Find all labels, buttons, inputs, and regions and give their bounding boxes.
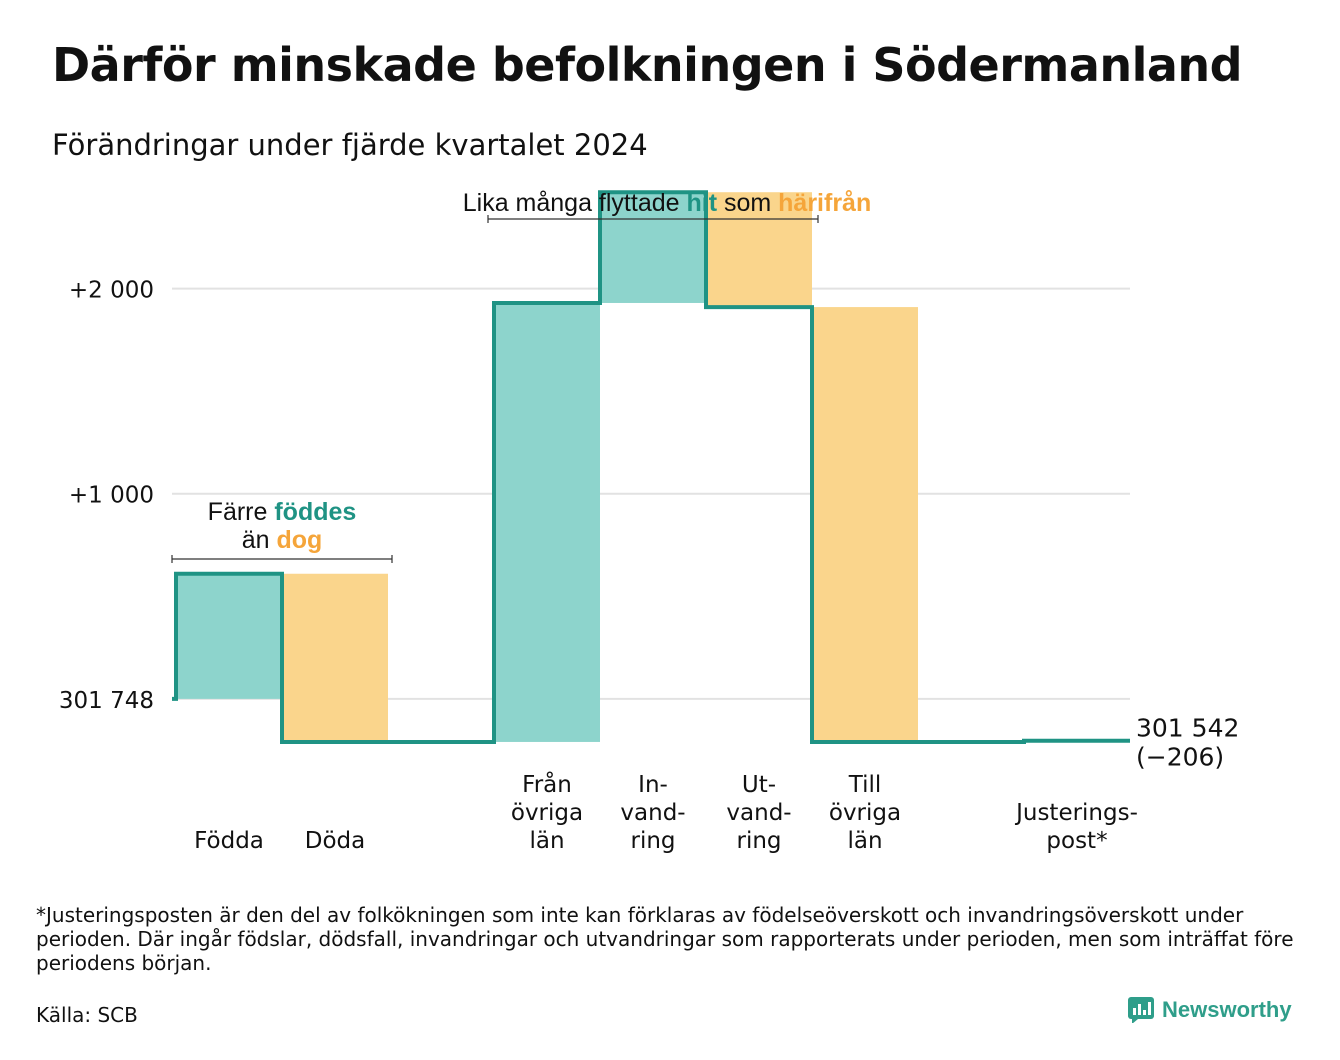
annotation-migration: Lika många flyttade hit som härifrån <box>463 189 872 217</box>
x-category-label: In- <box>638 772 668 798</box>
newsworthy-logo-icon <box>1128 997 1154 1023</box>
annotation-part: föddes <box>274 498 356 526</box>
x-category-label: vand- <box>726 800 791 826</box>
annotation-part: dog <box>276 526 322 554</box>
chart-title: Därför minskade befolkningen i Södermanl… <box>52 38 1243 92</box>
annotation-births-deaths: Färre föddes <box>208 498 357 526</box>
annotation-part: Färre <box>208 498 275 526</box>
source-label: Källa: SCB <box>36 1003 138 1027</box>
annotation-part: hit <box>686 189 717 217</box>
outflow-bar <box>706 192 812 308</box>
x-category-label: post* <box>1046 828 1107 854</box>
x-category-label: övriga <box>511 800 583 826</box>
x-category-label: Justerings- <box>1014 800 1138 826</box>
x-category-label: Ut- <box>742 772 776 798</box>
end-value-label: 301 542 <box>1136 714 1239 743</box>
y-tick-label: +1 000 <box>69 483 154 509</box>
waterfall-chart: 301 748 +1 000 +2 000 301 542(−206) Födda Död… <box>59 189 1240 854</box>
annotation-part: som <box>717 189 778 217</box>
x-category-label: ring <box>736 828 781 854</box>
annotation-part: härifrån <box>778 189 871 217</box>
outflow-bar <box>282 573 388 742</box>
x-category-label: län <box>529 828 564 854</box>
x-category-label: Döda <box>305 828 365 854</box>
annotation-births-deaths-line2: än dog <box>242 526 323 554</box>
inflow-bar <box>600 192 706 303</box>
inflow-bar <box>494 302 600 742</box>
x-category-label: Till <box>848 772 882 798</box>
chart-subtitle: Förändringar under fjärde kvartalet 2024 <box>52 128 648 162</box>
annotation-part: än <box>242 526 277 554</box>
annotation-part: Lika många flyttade <box>463 189 687 217</box>
x-category-label: vand- <box>620 800 685 826</box>
cumulative-step-line <box>172 190 1130 744</box>
brand[interactable]: Newsworthy <box>1128 997 1292 1023</box>
footnote: *Justeringsposten är den del av folkökni… <box>36 903 1294 975</box>
x-category-label: Födda <box>194 828 264 854</box>
x-category-label: övriga <box>829 800 901 826</box>
y-tick-label: +2 000 <box>69 278 154 304</box>
end-change-label: (−206) <box>1136 743 1224 772</box>
outflow-bar <box>812 307 918 742</box>
x-category-label: ring <box>630 828 675 854</box>
x-category-label: Från <box>522 770 572 798</box>
inflow-bar <box>176 573 282 699</box>
brand-name: Newsworthy <box>1162 997 1292 1022</box>
x-category-label: län <box>847 828 882 854</box>
y-tick-label: 301 748 <box>59 688 154 714</box>
